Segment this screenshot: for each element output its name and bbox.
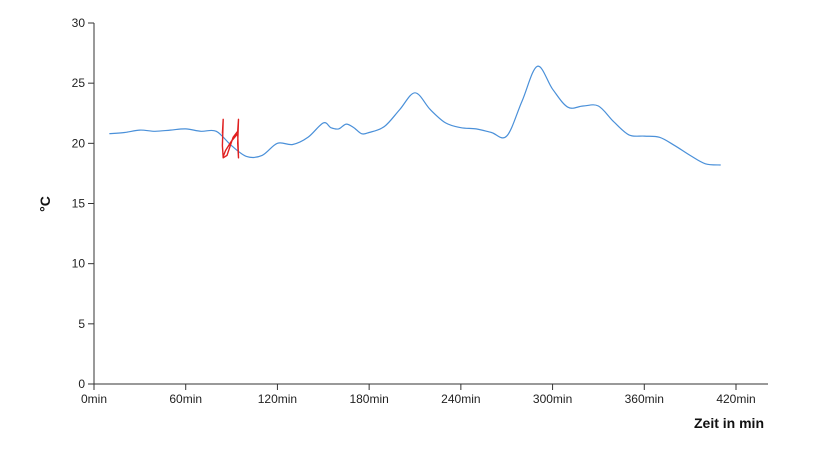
y-axis: 0 5 10 15 20 25 30 [72,16,95,391]
x-axis: 0min 60min 120min 180min 240min 300min 360min 4… [81,383,768,406]
x-tick-label: 0min [81,392,107,406]
x-tick-label: 240min [441,392,480,406]
y-tick-label: 0 [78,377,85,391]
series-group [109,65,721,166]
series-line-1 [221,118,240,159]
x-tick-label: 420min [716,392,755,406]
y-tick-label: 5 [78,317,85,331]
y-tick-label: 15 [72,197,86,211]
x-axis-title: Zeit in min [694,415,764,431]
y-tick-label: 30 [72,16,86,30]
y-axis-title: °C [37,196,53,212]
y-tick-label: 10 [72,257,86,271]
x-tick-label: 180min [349,392,388,406]
x-tick-label: 360min [625,392,664,406]
x-tick-label: 300min [533,392,572,406]
series-line-0 [109,65,721,166]
x-tick-label: 60min [169,392,202,406]
y-tick-label: 20 [72,136,86,150]
x-tick-label: 120min [258,392,297,406]
y-tick-label: 25 [72,76,86,90]
